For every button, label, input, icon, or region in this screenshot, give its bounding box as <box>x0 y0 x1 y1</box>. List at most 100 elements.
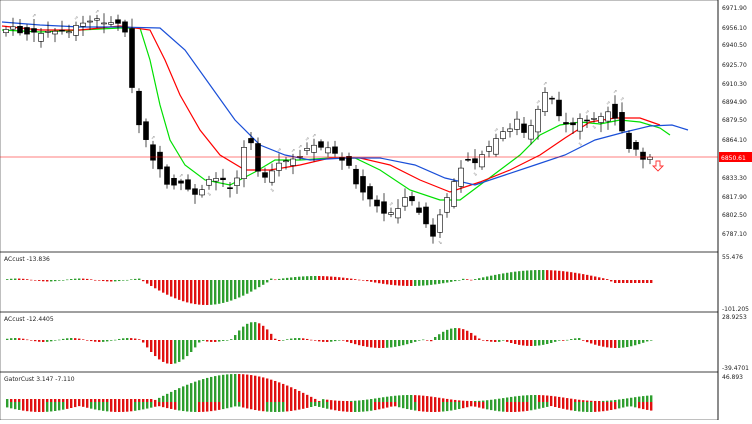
histogram-bar <box>314 340 317 341</box>
gator-upper-bar <box>614 399 617 402</box>
histogram-bar <box>454 280 457 282</box>
histogram-bar <box>490 340 493 342</box>
price-tick-label: 6956.10 <box>722 25 747 32</box>
histogram-bar <box>494 274 497 280</box>
gator-lower-bar <box>342 402 345 412</box>
candle-body <box>486 146 492 152</box>
candle-body <box>108 22 114 25</box>
gator-lower-bar <box>410 402 413 410</box>
histogram-bar <box>606 340 609 348</box>
candle-body <box>416 207 422 213</box>
price-plot-area[interactable]: ⇗ ⇗⇗⇗⇗⇘⇘⇗ ⇗⇗⇗⇗⇗⇘⇘⇗⇗⇗⇘⇗⇘⇗⇗⇗ <box>1 9 689 246</box>
histogram-bar <box>402 340 405 346</box>
fractal-marker: ⇗ <box>585 109 589 115</box>
histogram-bar <box>442 331 445 340</box>
gator-lower-bar <box>518 402 521 412</box>
histogram-bar <box>26 279 29 280</box>
candle-body <box>24 27 30 35</box>
histogram-bar <box>38 280 41 281</box>
gator-upper-bar <box>586 400 589 402</box>
histogram-bar <box>110 340 113 341</box>
candle-body <box>150 144 156 161</box>
gator-upper-bar <box>202 379 205 402</box>
candle-body <box>101 22 107 25</box>
histogram-bar <box>494 340 497 342</box>
gator-upper-bar <box>50 399 53 402</box>
histogram-bar <box>638 280 641 283</box>
gator-upper-bar <box>502 398 505 402</box>
gator-upper-bar <box>454 399 457 402</box>
candle-body <box>640 151 646 160</box>
gator-lower-bar <box>158 402 161 407</box>
fractal-marker: ⇗ <box>620 96 624 102</box>
histogram-bar <box>362 340 365 347</box>
histogram-bar <box>438 334 441 340</box>
histogram-bar <box>342 340 345 341</box>
histogram-bar <box>98 340 101 342</box>
histogram-bar <box>306 338 309 340</box>
gator-lower-bar <box>14 402 17 410</box>
gator-lower-bar <box>418 402 421 412</box>
ac-oscillator-panel-2[interactable]: ACcust -12.4405 28.9253 -39.4701 <box>0 311 749 373</box>
histogram-bar <box>30 279 33 281</box>
candle-body <box>500 131 506 139</box>
histogram-bar <box>354 279 357 280</box>
candle-body <box>535 108 541 133</box>
gator-upper-bar <box>270 379 273 402</box>
gator-lower-bar <box>646 402 649 410</box>
gator-upper-bar <box>634 397 637 402</box>
histogram-bar <box>270 333 273 340</box>
histogram-bar <box>162 340 165 362</box>
gator-upper-bar <box>230 374 233 402</box>
candle-body <box>451 181 457 207</box>
histogram-bar <box>202 280 205 305</box>
gator-upper-bar <box>362 400 365 402</box>
histogram-bar <box>34 340 37 342</box>
gator-upper-bar <box>78 399 81 402</box>
candle-body <box>248 138 254 144</box>
histogram-bar <box>454 328 457 340</box>
candle-body <box>409 196 415 202</box>
gator-lower-bar <box>346 402 349 412</box>
histogram-bar <box>130 279 133 280</box>
gator-upper-bar <box>554 396 557 402</box>
gator-lower-bar <box>254 402 257 411</box>
histogram-bar <box>614 340 617 348</box>
histogram-bar <box>54 280 57 282</box>
gator-upper-bar <box>46 399 49 402</box>
gator-lower-bar <box>138 402 141 411</box>
gator-lower-bar <box>582 402 585 412</box>
histogram-bar <box>402 280 405 286</box>
histogram-bar <box>530 270 533 280</box>
main-price-panel[interactable]: ⇗ ⇗⇗⇗⇗⇘⇘⇗ ⇗⇗⇗⇗⇗⇘⇘⇗⇗⇗⇘⇗⇘⇗⇗⇗ 6971.90 6956.10… <box>0 0 752 253</box>
candle-body <box>591 118 597 120</box>
gator-oscillator-panel[interactable]: GatorCust 3.147 -7.110 46.893 <box>0 371 743 421</box>
gator-upper-bar <box>638 396 641 402</box>
gator-upper-bar <box>334 400 337 402</box>
histogram-bar <box>318 340 321 342</box>
gator-upper-bar <box>570 398 573 402</box>
gator-lower-bar <box>382 402 385 409</box>
gator-upper-bar <box>370 399 373 402</box>
histogram-bar <box>170 280 173 297</box>
histogram-bar <box>42 340 45 342</box>
candle-body <box>514 118 520 130</box>
fractal-marker: ⇘ <box>207 192 211 198</box>
histogram-bar <box>106 280 109 282</box>
gator-lower-bar <box>326 402 329 409</box>
gator-lower-bar <box>402 402 405 409</box>
gator-upper-bar <box>70 399 73 402</box>
gator-lower-bar <box>394 402 397 407</box>
histogram-bar <box>486 276 489 280</box>
gator-lower-bar <box>454 402 457 410</box>
gator-upper-bar <box>626 398 629 402</box>
gator-upper-bar <box>466 400 469 402</box>
gator-lower-bar <box>490 402 493 411</box>
gator-upper-bar <box>574 399 577 402</box>
gator-upper-bar <box>30 399 33 402</box>
histogram-bar <box>554 340 557 342</box>
price-axis[interactable]: 6971.90 6956.10 6940.50 6925.70 6910.30 … <box>722 5 747 238</box>
gator-upper-bar <box>182 386 185 402</box>
